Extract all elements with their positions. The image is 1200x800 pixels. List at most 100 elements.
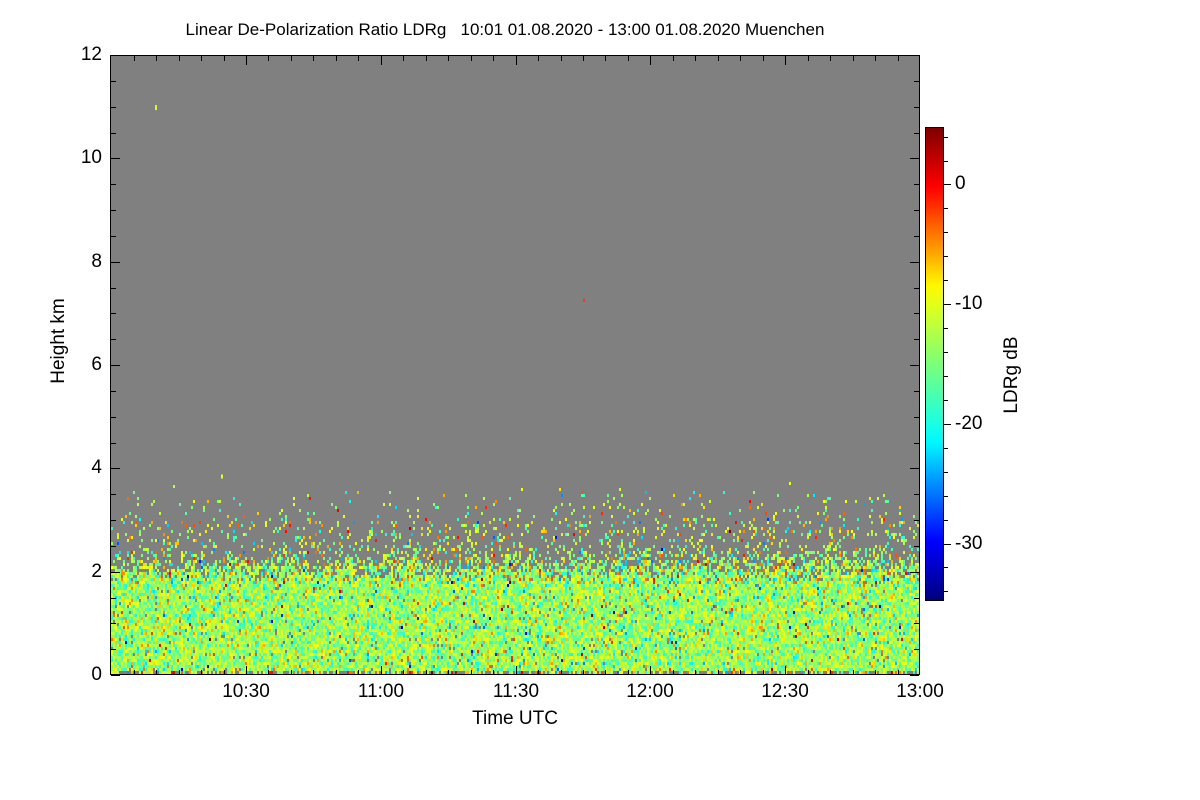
x-tick-minor-top <box>898 56 899 61</box>
y-tick-major-right <box>910 365 919 366</box>
x-tick-label: 12:00 <box>626 681 674 702</box>
x-tick-minor-top <box>313 56 314 61</box>
y-tick-minor <box>111 391 116 392</box>
colorbar-tick-minor <box>944 280 948 281</box>
x-tick-major-top <box>381 56 382 65</box>
y-tick-label: 10 <box>80 147 102 169</box>
x-tick-minor <box>201 670 202 675</box>
x-tick-minor <box>718 670 719 675</box>
x-tick-label: 13:00 <box>896 681 944 702</box>
y-tick-minor <box>111 443 116 444</box>
y-tick-minor <box>111 598 116 599</box>
x-tick-minor <box>448 670 449 675</box>
x-tick-minor-top <box>583 56 584 61</box>
colorbar-tick-minor <box>944 496 948 497</box>
y-tick-minor-right <box>914 184 919 185</box>
y-tick-minor-right <box>914 546 919 547</box>
x-tick-minor <box>291 670 292 675</box>
x-tick-minor-top <box>268 56 269 61</box>
y-tick-major-right <box>910 55 919 56</box>
x-tick-minor-top <box>291 56 292 61</box>
colorbar-tick-major <box>944 424 951 425</box>
x-tick-minor-top <box>695 56 696 61</box>
colorbar-tick-major <box>944 304 951 305</box>
y-tick-minor-right <box>914 598 919 599</box>
y-tick-minor <box>111 288 116 289</box>
y-tick-minor <box>111 81 116 82</box>
y-tick-minor <box>111 546 116 547</box>
y-tick-minor-right <box>914 339 919 340</box>
y-tick-label: 8 <box>91 250 102 272</box>
y-tick-major <box>111 262 120 263</box>
x-tick-minor <box>134 670 135 675</box>
x-tick-minor-top <box>493 56 494 61</box>
y-tick-minor <box>111 494 116 495</box>
y-tick-minor <box>111 133 116 134</box>
y-tick-major-right <box>910 468 919 469</box>
x-tick-minor <box>808 670 809 675</box>
x-tick-label: 11:30 <box>492 681 540 702</box>
colorbar-tick-minor <box>944 520 948 521</box>
colorbar-tick-minor <box>944 376 948 377</box>
x-tick-major <box>516 666 517 675</box>
y-tick-label: 4 <box>91 457 102 479</box>
x-tick-minor-top <box>538 56 539 61</box>
plot-area[interactable] <box>110 55 920 675</box>
x-tick-major <box>785 666 786 675</box>
y-tick-minor-right <box>914 313 919 314</box>
colorbar-tick-minor <box>944 352 948 353</box>
x-tick-minor <box>763 670 764 675</box>
colorbar-tick-minor <box>944 208 948 209</box>
x-tick-major <box>650 666 651 675</box>
x-tick-minor-top <box>134 56 135 61</box>
x-tick-minor <box>179 670 180 675</box>
x-tick-label: 12:30 <box>761 681 809 702</box>
x-tick-label: 10:30 <box>222 681 270 702</box>
y-tick-minor <box>111 520 116 521</box>
colorbar-tick-minor <box>944 137 948 138</box>
y-tick-label: 2 <box>91 560 102 582</box>
x-tick-minor-top <box>830 56 831 61</box>
x-tick-minor <box>313 670 314 675</box>
y-tick-major-right <box>910 262 919 263</box>
x-tick-minor-top <box>336 56 337 61</box>
y-tick-minor <box>111 313 116 314</box>
y-tick-minor <box>111 107 116 108</box>
x-tick-minor-top <box>471 56 472 61</box>
y-tick-minor-right <box>914 649 919 650</box>
x-tick-minor-top <box>156 56 157 61</box>
y-tick-major <box>111 468 120 469</box>
x-tick-minor <box>268 670 269 675</box>
x-tick-minor <box>156 670 157 675</box>
y-tick-major <box>111 55 120 56</box>
x-tick-minor <box>493 670 494 675</box>
x-tick-minor-top <box>358 56 359 61</box>
x-tick-minor <box>695 670 696 675</box>
x-tick-minor <box>605 670 606 675</box>
y-tick-minor <box>111 649 116 650</box>
x-tick-minor <box>336 670 337 675</box>
y-tick-minor-right <box>914 417 919 418</box>
x-tick-major <box>246 666 247 675</box>
x-tick-minor <box>875 670 876 675</box>
x-tick-minor-top <box>875 56 876 61</box>
x-tick-minor <box>538 670 539 675</box>
y-tick-major <box>111 365 120 366</box>
y-tick-minor <box>111 339 116 340</box>
y-tick-minor-right <box>914 520 919 521</box>
colorbar-tick-minor <box>944 328 948 329</box>
x-axis-title: Time UTC <box>472 708 558 729</box>
y-tick-major-right <box>910 675 919 676</box>
y-tick-minor-right <box>914 81 919 82</box>
x-tick-minor-top <box>763 56 764 61</box>
x-tick-minor <box>583 670 584 675</box>
x-tick-minor-top <box>201 56 202 61</box>
x-tick-minor-top <box>808 56 809 61</box>
x-tick-minor-top <box>448 56 449 61</box>
x-tick-minor <box>403 670 404 675</box>
x-tick-minor <box>561 670 562 675</box>
colorbar[interactable] <box>925 127 944 601</box>
colorbar-gradient <box>926 128 943 600</box>
colorbar-tick-label: -20 <box>955 412 983 434</box>
